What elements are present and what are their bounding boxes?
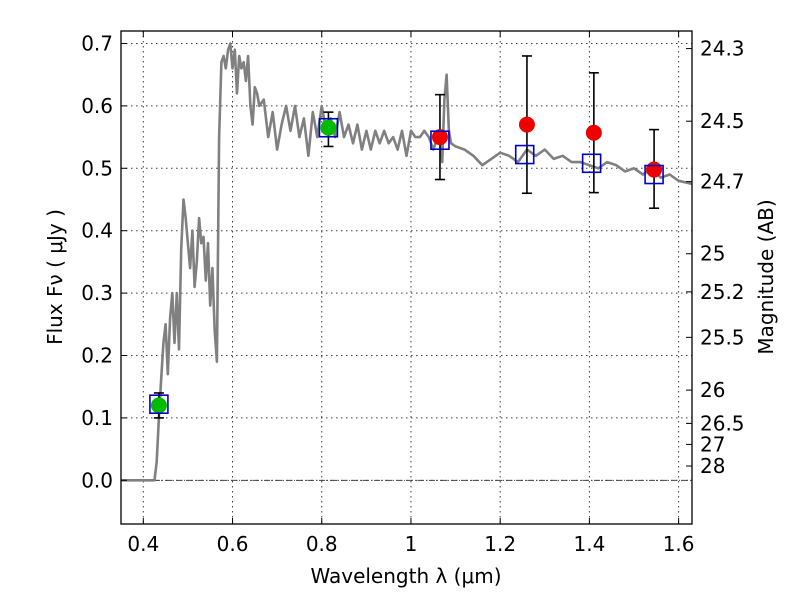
y-tick-label: 0.7	[81, 31, 113, 55]
x-axis-label: Wavelength λ (μm)	[310, 564, 501, 588]
x-tick-label: 1.6	[663, 532, 695, 556]
data-point	[150, 397, 167, 414]
y-tick-label: 0.4	[81, 219, 113, 243]
model-flux-square	[149, 394, 169, 414]
data-point	[646, 161, 663, 178]
model-flux-square	[318, 117, 339, 138]
data-point	[585, 124, 602, 141]
x-tick-label: 1.2	[484, 532, 516, 556]
x-tick-label: 1.4	[573, 532, 605, 556]
mag-tick-label: 27	[700, 432, 725, 456]
mag-tick-label: 24.5	[700, 109, 745, 133]
data-point	[320, 119, 337, 136]
y-axis-label: Flux Fν ( μJy )	[43, 209, 67, 345]
mag-tick-label: 25.2	[700, 280, 745, 304]
x-tick-label: 0.8	[306, 532, 338, 556]
mag-tick-label: 25	[700, 242, 725, 266]
tick-marks	[121, 31, 692, 524]
mag-tick-label: 24.3	[700, 37, 745, 61]
model-flux-square	[581, 153, 602, 174]
plot-frame	[120, 30, 693, 525]
x-tick-label: 0.6	[217, 532, 249, 556]
y-tick-label: 0.1	[81, 406, 113, 430]
x-tick-label: 0.4	[127, 532, 159, 556]
mag-tick-label: 25.5	[700, 325, 745, 349]
y-tick-label: 0.6	[81, 94, 113, 118]
model-sed-curve	[121, 42, 693, 482]
y-tick-label: 0.5	[81, 156, 113, 180]
data-point	[431, 129, 448, 146]
data-points-layer	[149, 55, 664, 419]
y-tick-label: 0.2	[81, 344, 113, 368]
x-tick-label: 1	[405, 532, 418, 556]
y-tick-label: 0.0	[81, 468, 113, 492]
tick-labels: 0.4 0.6 0.8 1 1.2 1.4 1.6 0.0 0.1 0.2 0.3 0.4 0.5 0.6…	[81, 31, 744, 556]
model-flux-square	[514, 144, 535, 165]
model-sed-layer	[121, 42, 693, 482]
y-tick-label: 0.3	[81, 281, 113, 305]
mag-tick-label: 26	[700, 378, 725, 402]
mag-tick-label: 28	[700, 454, 725, 478]
model-flux-square	[644, 164, 664, 185]
y2-axis-label: Magnitude (AB)	[754, 199, 778, 354]
model-flux-square	[430, 130, 450, 151]
mag-tick-label: 24.7	[700, 170, 745, 194]
data-point	[518, 116, 535, 133]
mag-tick-label: 26.5	[700, 411, 745, 435]
